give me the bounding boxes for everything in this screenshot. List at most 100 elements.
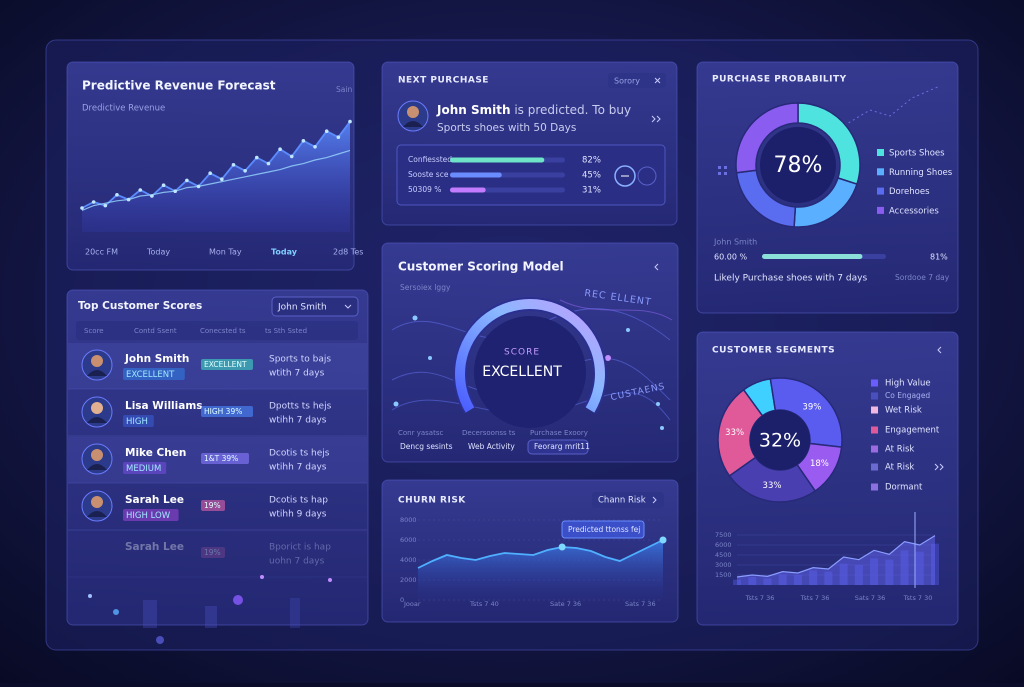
node (605, 355, 611, 361)
tier-badge (123, 509, 179, 521)
footnote-right: Sordooe 7 day (895, 273, 950, 282)
value-label: 33% (725, 428, 744, 438)
bar (733, 579, 741, 585)
node (656, 402, 660, 406)
dot (724, 166, 727, 169)
bar (885, 559, 894, 585)
customer-row: Sarah Lee HIGH LOW 19% Dcotis ts hap wtihh 9… (68, 490, 367, 531)
tier-label: HIGH LOW (126, 511, 171, 521)
particles (88, 575, 332, 644)
chevron-icon[interactable] (937, 346, 942, 354)
customer-row: John Smith EXCELLENT EXCELLENT Sports to ba… (68, 343, 367, 390)
bar (824, 571, 833, 585)
message: is predicted. To buy (511, 103, 632, 117)
progress (762, 254, 886, 259)
bar (900, 550, 909, 585)
gauge-value: EXCELLENT (482, 364, 562, 380)
bar-label: Confiessted (408, 155, 452, 164)
y-tick-label: 1500 (715, 571, 732, 579)
column-header: ts Sth Ssted (265, 327, 307, 335)
x-tick-label: Tsts 7 36 (800, 594, 830, 602)
headline: John Smith is predicted. To buy (436, 103, 631, 117)
close-icon[interactable] (654, 77, 661, 84)
point (324, 129, 329, 133)
panel-title: NEXT PURCHASE (398, 76, 489, 86)
factor-label: Decersoonss ts (462, 429, 516, 437)
score-badge (201, 500, 225, 511)
dropdown-label[interactable]: John Smith (277, 303, 327, 313)
area (418, 540, 663, 600)
gauge-label: SCORE (504, 348, 540, 358)
point (348, 119, 352, 124)
legend-swatch (871, 463, 878, 471)
toggle[interactable] (637, 166, 657, 186)
point (313, 145, 317, 149)
dropdown-label[interactable]: Chann Risk (598, 496, 646, 506)
tier-label: HIGH (126, 417, 148, 427)
node (393, 401, 399, 407)
avatar-body (87, 417, 107, 423)
node (660, 426, 664, 430)
point (126, 197, 131, 202)
center-label: 78% (774, 153, 823, 178)
point (196, 184, 201, 189)
tier-label: EXCELLENT (126, 370, 175, 380)
chevron-icon[interactable] (651, 115, 661, 123)
particle (328, 578, 332, 582)
tooltip (561, 520, 645, 539)
dropdown[interactable] (271, 296, 359, 317)
point (161, 183, 166, 187)
x-tick-label: Sats 7 36 (855, 594, 886, 602)
score-label: EXCELLENT (204, 360, 247, 369)
factor[interactable]: Feorarg mrit11 (534, 442, 590, 451)
legend-label: Sports Shoes (889, 149, 945, 159)
node (412, 315, 418, 321)
legend-label: Co Engaged (885, 391, 930, 400)
pie-core (750, 410, 810, 470)
y-tick-label: 6000 (715, 541, 732, 549)
point (659, 536, 667, 544)
avatar-head (407, 106, 419, 118)
score-label: 19% (204, 548, 221, 557)
subtitle: Sersoiex lggy (400, 283, 451, 292)
footnote: Likely Purchase shoes with 7 days (714, 274, 867, 284)
chevron-icon[interactable] (934, 463, 944, 471)
chevron-icon[interactable] (654, 263, 659, 271)
particle (113, 609, 119, 615)
bar (809, 570, 818, 585)
particle (205, 606, 217, 628)
tag[interactable] (608, 73, 666, 88)
note: uohn 7 days (269, 557, 325, 567)
progress-value: 81% (930, 253, 948, 262)
particle (290, 598, 300, 628)
value-label: 45% (582, 171, 601, 181)
dropdown[interactable] (592, 492, 664, 508)
customer-row: Lisa Williams HIGH HIGH 39% Dpotts ts hejs w… (68, 396, 367, 437)
bar (778, 574, 787, 585)
bar (763, 578, 772, 585)
note: wtihh 7 days (269, 416, 327, 426)
point (266, 161, 271, 166)
churn-chart: 8000 6000 4000 2000 0 Jooar Tsts 7 40 Sate 7 36… (400, 516, 667, 608)
panel-title: Predictive Revenue Forecast (82, 79, 276, 93)
bar (931, 543, 939, 585)
factor-pill[interactable] (527, 439, 589, 455)
point (185, 178, 189, 183)
wave (559, 299, 673, 321)
progress-label: 60.00 % (714, 253, 747, 262)
customer: John Smith (713, 238, 757, 247)
toggle[interactable] (614, 165, 636, 187)
tag-label[interactable]: Sorory (614, 77, 640, 86)
value-label: 39% (802, 402, 821, 412)
note: Bporict is hap (269, 543, 331, 553)
legend-label: At Risk (885, 445, 914, 455)
particle (260, 575, 264, 579)
bar (450, 157, 545, 163)
bar (854, 565, 863, 585)
value-label: 18% (810, 459, 829, 469)
score-label: HIGH 39% (204, 407, 242, 416)
point (254, 155, 259, 160)
legend-swatch (871, 392, 878, 400)
column-header: Score (84, 327, 104, 335)
table-header (76, 321, 358, 340)
